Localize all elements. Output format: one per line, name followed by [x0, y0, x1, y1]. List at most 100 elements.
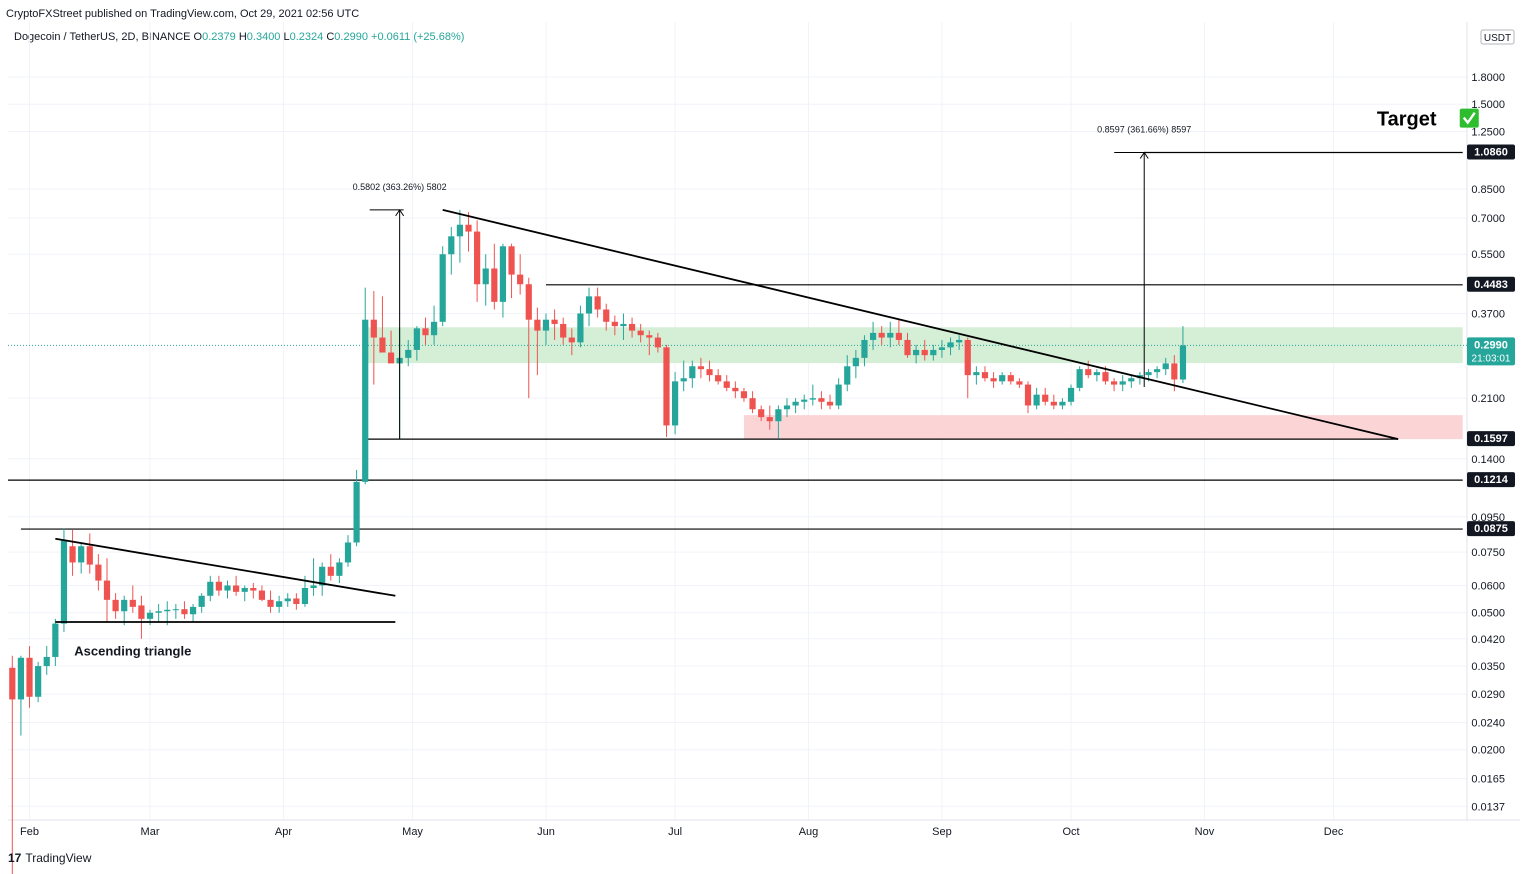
candle-body	[637, 330, 644, 336]
candle-body	[69, 546, 76, 563]
candle-body	[26, 657, 33, 697]
candle-body	[947, 342, 954, 348]
candle-body	[112, 599, 119, 612]
candle-body	[663, 347, 670, 426]
tradingview-logo-icon: 17	[8, 851, 22, 865]
candle-body	[146, 612, 154, 619]
candle-body	[904, 339, 911, 356]
trendline	[442, 208, 1399, 440]
y-tick-label: 0.0240	[1471, 717, 1505, 729]
candle-body	[1093, 372, 1100, 376]
candle-body	[1076, 369, 1083, 388]
candle-body	[921, 349, 928, 356]
measure-label: 0.5802 (363.26%) 5802	[353, 182, 447, 192]
candle-body	[1102, 372, 1109, 382]
price-label: 0.1597	[1474, 433, 1508, 445]
y-tick-label: 0.7000	[1471, 213, 1505, 225]
x-tick-label: Mar	[141, 826, 160, 838]
x-tick-label: Jun	[537, 826, 555, 838]
candle-body	[43, 656, 50, 667]
candle-body	[585, 296, 593, 314]
close-label: C	[326, 31, 335, 43]
tradingview-footer[interactable]: 17 TradingView	[8, 851, 91, 865]
x-tick-label: Sep	[932, 826, 952, 838]
candle-body	[448, 236, 455, 255]
x-tick-label: Aug	[799, 826, 819, 838]
candle-body	[844, 366, 851, 385]
y-tick-label: 1.8000	[1471, 72, 1505, 84]
price-label-box	[1467, 472, 1515, 488]
candle-body	[95, 564, 102, 581]
grid	[8, 22, 1520, 821]
candle-body	[267, 599, 274, 607]
candle-body	[895, 332, 902, 340]
price-label: 0.4483	[1474, 279, 1508, 291]
high-label: H	[238, 31, 247, 43]
candle-body	[517, 274, 524, 285]
candle-body	[35, 666, 42, 697]
price-label: 0.1214	[1474, 474, 1509, 486]
change-value: +0.0611 (+25.68%)	[371, 31, 465, 43]
candle-body	[181, 609, 188, 615]
candle-body	[1110, 381, 1118, 385]
candles	[9, 209, 1187, 874]
candle-body	[207, 581, 214, 596]
candle-body	[387, 352, 395, 364]
currency-box	[1480, 29, 1515, 45]
candle-body	[1007, 375, 1014, 382]
high-value: 0.3400	[246, 31, 281, 43]
candle-body	[887, 332, 894, 338]
check-icon	[1459, 108, 1479, 128]
candle-body	[534, 319, 541, 331]
candle-body	[439, 254, 446, 322]
candle-body	[981, 372, 989, 379]
candle-body	[1016, 381, 1023, 385]
close-value: 0.2990	[334, 31, 368, 43]
candle-body	[336, 562, 343, 576]
candle-body	[826, 401, 834, 406]
candle-body	[671, 381, 679, 426]
candle-body	[775, 409, 782, 422]
candle-body	[430, 321, 438, 336]
y-tick-label: 0.2100	[1471, 393, 1505, 405]
candle-body	[654, 337, 661, 348]
candle-body	[646, 335, 653, 338]
price-label: 1.0860	[1474, 147, 1508, 159]
candle-body	[284, 598, 291, 602]
candle-body	[103, 580, 111, 600]
candle-body	[749, 398, 756, 410]
candle-body	[413, 328, 420, 350]
candle-body	[319, 566, 326, 586]
open-label: O	[193, 31, 203, 43]
candle-body	[1085, 369, 1092, 376]
candle-body	[422, 328, 429, 336]
candle-body	[1050, 401, 1057, 406]
candle-body	[465, 224, 472, 232]
low-label: L	[283, 31, 290, 43]
y-tick-label: 0.0500	[1471, 608, 1505, 620]
candle-body	[809, 398, 816, 400]
price-label: 0.2990	[1474, 339, 1508, 351]
candle-body	[680, 378, 687, 382]
candle-body	[224, 585, 231, 591]
candle-body	[577, 313, 584, 343]
candle-body	[9, 667, 16, 700]
candle-body	[783, 405, 791, 410]
candle-body	[603, 309, 610, 322]
candle-body	[1171, 363, 1178, 380]
candle-body	[172, 609, 179, 611]
candle-body	[78, 546, 85, 563]
y-tick-label: 0.0420	[1471, 634, 1505, 646]
y-tick-label: 1.5000	[1471, 99, 1505, 111]
candle-body	[938, 347, 946, 350]
candle-body	[1179, 345, 1187, 380]
trendline	[55, 537, 396, 597]
candle-body	[628, 323, 636, 331]
candle-body	[930, 349, 937, 356]
measurements: 0.5802 (363.26%) 5802 0.8597 (361.66%) 85…	[353, 125, 1191, 440]
candle-body	[1024, 384, 1032, 406]
candle-body	[17, 657, 25, 700]
x-tick-label: Nov	[1195, 826, 1215, 838]
candle-body	[310, 585, 317, 588]
